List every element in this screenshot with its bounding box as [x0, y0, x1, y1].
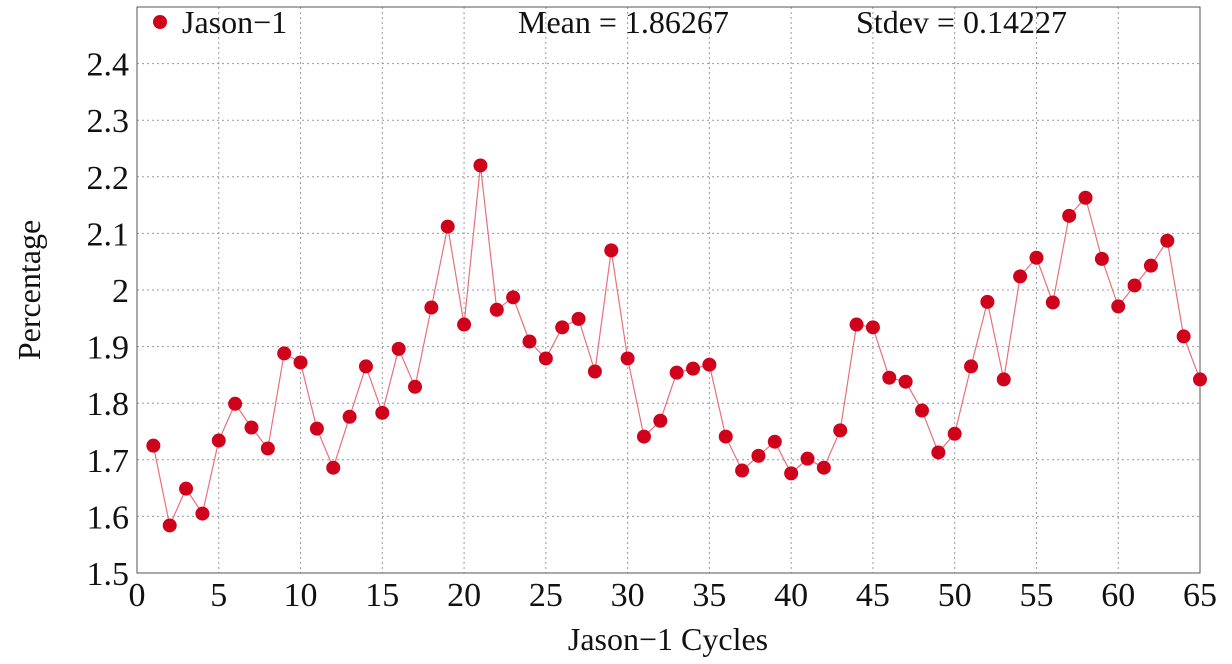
- y-tick-label: 1.6: [87, 499, 130, 536]
- x-tick-label: 5: [210, 577, 227, 614]
- data-point: [440, 219, 455, 234]
- data-point: [1062, 208, 1077, 223]
- data-point: [195, 506, 210, 521]
- plot-frame: [136, 6, 1201, 574]
- data-point: [457, 317, 472, 332]
- data-point: [244, 420, 259, 435]
- x-tick-label: 55: [1019, 577, 1053, 614]
- data-point: [555, 320, 570, 335]
- data-point: [473, 158, 488, 173]
- y-tick-label: 1.9: [87, 330, 130, 367]
- data-point: [718, 429, 733, 444]
- x-tick-label: 25: [529, 577, 563, 614]
- x-tick-label: 15: [365, 577, 399, 614]
- y-tick-label: 2: [112, 273, 129, 310]
- data-point: [947, 426, 962, 441]
- annotation: Mean = 1.86267: [518, 4, 729, 40]
- data-point: [522, 334, 537, 349]
- data-point: [391, 341, 406, 356]
- data-point: [1045, 295, 1060, 310]
- y-tick-label: 1.8: [87, 386, 130, 423]
- data-point: [587, 364, 602, 379]
- data-point: [653, 413, 668, 428]
- y-tick-label: 1.7: [87, 443, 130, 480]
- x-tick-label: 50: [938, 577, 972, 614]
- data-point: [1029, 250, 1044, 265]
- data-point: [1193, 372, 1207, 387]
- data-point: [833, 423, 848, 438]
- data-point: [146, 438, 161, 453]
- data-point: [931, 445, 946, 460]
- data-point: [179, 481, 194, 496]
- data-point: [424, 300, 439, 315]
- data-point: [489, 302, 504, 317]
- y-axis-label: Percentage: [11, 220, 47, 360]
- x-tick-label: 35: [692, 577, 726, 614]
- data-point: [816, 460, 831, 475]
- data-point: [1078, 190, 1093, 205]
- data-point: [686, 361, 701, 376]
- data-point: [767, 434, 782, 449]
- x-tick-label: 30: [611, 577, 645, 614]
- data-point: [211, 433, 226, 448]
- data-point: [162, 518, 177, 533]
- data-point: [342, 409, 357, 424]
- data-point: [882, 370, 897, 385]
- data-point: [898, 374, 913, 389]
- data-point: [784, 466, 799, 481]
- data-point: [1127, 278, 1142, 293]
- y-tick-label: 2.2: [87, 160, 130, 197]
- data-point: [620, 351, 635, 366]
- data-point: [914, 403, 929, 418]
- y-tick-label: 2.4: [87, 47, 130, 84]
- data-point: [571, 311, 586, 326]
- data-point: [849, 317, 864, 332]
- x-tick-label: 65: [1183, 577, 1217, 614]
- data-point: [669, 365, 684, 380]
- x-tick-label: 45: [856, 577, 890, 614]
- data-point: [865, 320, 880, 335]
- x-tick-label: 0: [129, 577, 146, 614]
- legend-marker: [153, 15, 167, 29]
- data-point: [996, 372, 1011, 387]
- x-tick-label: 20: [447, 577, 481, 614]
- data-point: [293, 355, 308, 370]
- data-point: [980, 294, 995, 309]
- data-point: [538, 351, 553, 366]
- y-tick-label: 2.3: [87, 103, 130, 140]
- x-tick-label: 40: [774, 577, 808, 614]
- data-point: [1160, 233, 1175, 248]
- data-point: [506, 290, 521, 305]
- data-point: [735, 463, 750, 478]
- data-point: [604, 243, 619, 258]
- data-point: [326, 460, 341, 475]
- data-point: [1143, 258, 1158, 273]
- data-point: [408, 379, 423, 394]
- data-point: [800, 451, 815, 466]
- data-point: [277, 346, 292, 361]
- data-point: [228, 396, 243, 411]
- data-point: [309, 421, 324, 436]
- y-tick-label: 2.1: [87, 216, 130, 253]
- x-tick-label: 10: [284, 577, 318, 614]
- data-point: [702, 357, 717, 372]
- legend-label: Jason−1: [182, 4, 287, 40]
- data-point: [636, 429, 651, 444]
- data-point: [1013, 269, 1028, 284]
- data-point: [1176, 329, 1191, 344]
- data-point: [260, 441, 275, 456]
- y-tick-label: 1.5: [87, 556, 130, 593]
- data-point: [751, 448, 766, 463]
- x-axis-label: Jason−1 Cycles: [568, 621, 768, 657]
- annotation: Stdev = 0.14227: [856, 4, 1067, 40]
- data-point: [358, 359, 373, 374]
- data-point: [1094, 251, 1109, 266]
- data-point: [964, 359, 979, 374]
- x-tick-label: 60: [1101, 577, 1135, 614]
- data-point: [375, 405, 390, 420]
- data-point: [1111, 299, 1126, 314]
